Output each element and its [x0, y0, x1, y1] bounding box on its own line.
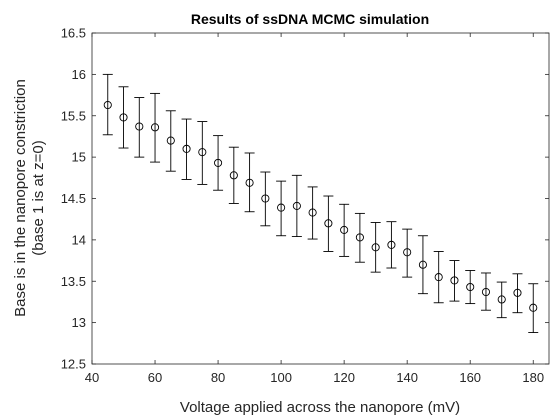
marker-circle [292, 201, 301, 210]
marker-circle [198, 148, 207, 157]
data-point [276, 180, 287, 237]
y-tick-label: 13.5 [61, 274, 86, 289]
y-tick-label: 15.5 [61, 108, 86, 123]
marker-circle [371, 243, 380, 252]
chart-title: Results of ssDNA MCMC simulation [191, 11, 429, 27]
data-point [165, 110, 176, 172]
data-point [244, 152, 255, 213]
data-point [228, 146, 239, 204]
data-point [528, 283, 539, 334]
data-point [134, 97, 145, 158]
y-tick-label: 16 [72, 67, 86, 82]
x-tick-label: 160 [459, 370, 481, 385]
x-axis-label: Voltage applied across the nanopore (mV) [180, 399, 460, 416]
marker-circle [277, 203, 286, 212]
x-tick-label: 40 [85, 370, 99, 385]
y-tick-label: 14.5 [61, 191, 86, 206]
marker-circle [324, 219, 333, 228]
data-point [433, 251, 444, 304]
y-tick-label: 13 [72, 315, 86, 330]
marker-circle [229, 171, 238, 180]
marker-circle [497, 295, 506, 304]
marker-circle [513, 288, 522, 297]
x-tick-label: 60 [148, 370, 162, 385]
data-point [402, 228, 413, 278]
data-point [307, 186, 318, 240]
marker-circle [434, 273, 443, 282]
data-point [102, 73, 113, 136]
data-point [480, 272, 491, 311]
data-point [417, 235, 428, 295]
marker-circle [166, 136, 175, 145]
data-point [260, 171, 271, 227]
data-point [118, 86, 129, 149]
data-series [102, 73, 539, 334]
data-point [291, 174, 302, 238]
y-axis-label-line2: (base 1 is at z=0) [30, 140, 47, 255]
data-point [339, 203, 350, 257]
marker-circle [150, 123, 160, 132]
marker-circle [387, 240, 396, 249]
y-axis-label: Base is in the nanopore constriction (ba… [12, 79, 47, 317]
y-axis: 12.5 13 13.5 14 14.5 15 15.5 16 16.5 [61, 26, 549, 372]
x-tick-label: 140 [396, 370, 418, 385]
y-tick-label: 12.5 [61, 357, 86, 372]
data-point [449, 260, 460, 302]
x-tick-label: 180 [522, 370, 544, 385]
marker-circle [182, 144, 191, 153]
marker-circle [529, 303, 538, 312]
y-tick-label: 15 [72, 150, 86, 165]
x-tick-label: 80 [211, 370, 225, 385]
y-axis-label-line1: Base is in the nanopore constriction [12, 79, 29, 317]
data-point [354, 212, 365, 263]
data-point [213, 135, 224, 191]
marker-circle [308, 208, 317, 217]
marker-circle [340, 225, 349, 234]
data-point [323, 195, 334, 252]
data-point [386, 221, 397, 269]
data-point [512, 273, 523, 314]
data-point [150, 92, 161, 163]
x-axis: 40 60 80 100 120 140 160 180 [85, 33, 544, 385]
data-point [465, 270, 476, 305]
plot-area [91, 32, 550, 365]
marker-circle [214, 158, 223, 167]
x-tick-label: 100 [270, 370, 292, 385]
marker-circle [119, 113, 128, 122]
marker-circle [245, 178, 254, 187]
marker-circle [450, 276, 459, 285]
y-tick-label: 14 [72, 232, 86, 247]
y-tick-label: 16.5 [61, 26, 86, 41]
marker-circle [135, 122, 144, 131]
marker-circle [466, 282, 475, 292]
data-point [370, 222, 381, 273]
marker-circle [418, 260, 427, 269]
marker-circle [403, 248, 412, 257]
data-point [496, 281, 507, 319]
marker-circle [355, 233, 364, 242]
data-point [197, 121, 208, 185]
data-point [181, 118, 192, 180]
marker-circle [103, 100, 112, 110]
x-tick-label: 120 [333, 370, 355, 385]
marker-circle [261, 194, 270, 203]
marker-circle [481, 287, 491, 297]
